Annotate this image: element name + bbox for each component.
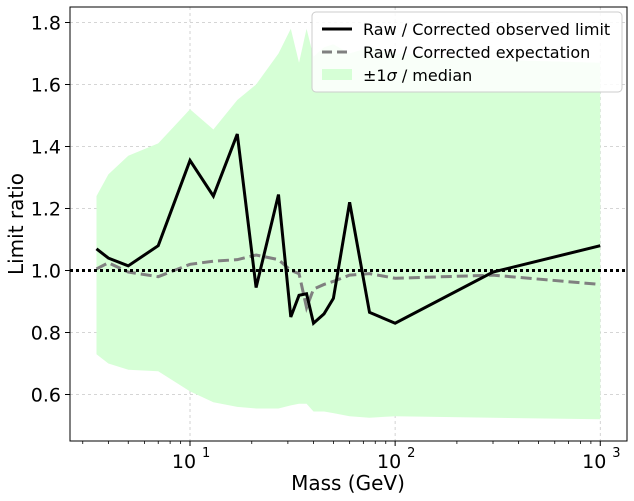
y-tick-label: 1.8 [31,13,61,35]
x-tick-label: 10 [172,451,196,473]
x-tick-exponent: 3 [612,446,620,461]
legend: Raw / Corrected observed limit Raw / Cor… [311,11,623,93]
x-tick-base: 10 [582,451,606,473]
legend-band-prefix: ±1 [363,66,387,85]
y-tick-label: 1.0 [31,261,61,283]
legend-band-swatch [322,69,352,80]
legend-band-sigma: σ [387,66,398,85]
plot-frame [69,6,628,442]
legend-box [311,11,623,93]
y-tick-label: 1.2 [31,199,61,221]
x-tick-base: 10 [172,451,196,473]
y-tick-label: 1.6 [31,75,61,97]
y-tick-label: 0.6 [31,385,61,407]
y-tick-label: 0.8 [31,323,61,345]
x-tick-exponent: 2 [407,446,415,461]
axes: 0.6 0.8 1.0 1.2 1.4 1.6 1.8 10 1 10 2 10 3 [31,13,621,474]
confidence-band-layer [96,28,601,420]
x-axis-label: Mass (GeV) [291,471,405,495]
y-tick-label: 1.4 [31,137,61,159]
legend-band-suffix: / median [397,66,473,85]
x-tick-label: 10 [582,451,606,473]
x-tick-exponent: 1 [202,446,210,461]
legend-expected-label: Raw / Corrected expectation [363,43,590,62]
series-layer [95,133,601,326]
observed-limit-line [95,133,601,326]
sigma-band [96,28,601,420]
expectation-line [95,253,601,313]
x-tick-base: 10 [377,451,401,473]
legend-band-label: ±1σ / median [363,66,472,85]
y-axis-label: Limit ratio [4,173,28,275]
legend-observed-label: Raw / Corrected observed limit [363,20,610,39]
x-tick-label: 10 [377,451,401,473]
